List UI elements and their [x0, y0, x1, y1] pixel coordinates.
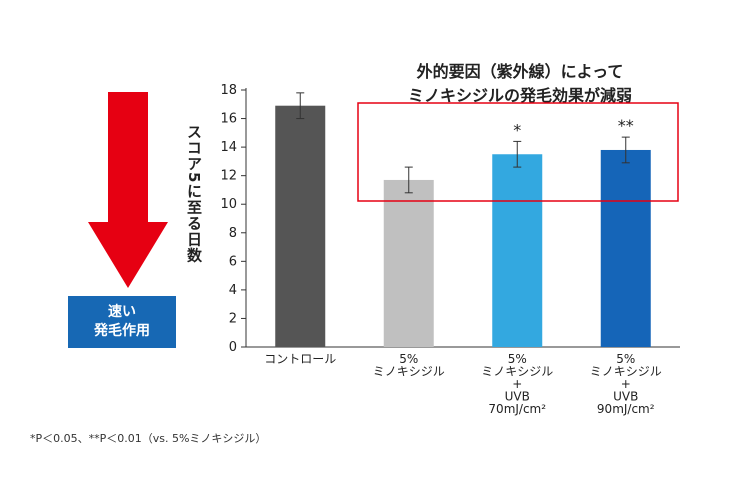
- x-tick-label: 5%: [616, 352, 635, 366]
- x-tick-label: コントロール: [264, 352, 336, 366]
- x-tick-label: ミノキシジル: [590, 365, 662, 379]
- badge-line-1: 速い: [108, 304, 136, 320]
- y-axis-label: スコア5に至る日数: [185, 124, 203, 264]
- significance-label: **: [618, 116, 634, 135]
- speed-arrow-icon: [88, 92, 168, 288]
- y-tick-label: 4: [229, 283, 237, 298]
- x-tick-label: ミノキシジル: [373, 365, 445, 379]
- y-tick-label: 16: [220, 112, 237, 127]
- y-tick-label: 12: [220, 169, 237, 184]
- footnote: *P＜0.05、**P＜0.01（vs. 5%ミノキシジル）: [30, 432, 267, 445]
- chart-title-line-2: ミノキシジルの発毛効果が減弱: [407, 86, 632, 105]
- y-tick-label: 6: [229, 254, 237, 269]
- x-tick-label: UVB: [505, 390, 530, 404]
- y-tick-label: 0: [229, 340, 237, 355]
- x-tick-label: ミノキシジル: [481, 365, 553, 379]
- x-tick-label: UVB: [613, 390, 638, 404]
- x-tick-label: 5%: [399, 352, 418, 366]
- y-tick-label: 10: [220, 197, 237, 212]
- left-panel: 速い 発毛作用: [0, 0, 200, 400]
- x-tick-label: 70mJ/cm²: [488, 402, 546, 416]
- bar: [275, 105, 326, 347]
- x-tick-label: +: [621, 377, 631, 391]
- y-tick-label: 14: [220, 140, 237, 155]
- x-tick-label: +: [512, 377, 522, 391]
- x-tick-label: 5%: [508, 352, 527, 366]
- y-tick-label: 8: [229, 226, 237, 241]
- significance-label: *: [513, 120, 521, 139]
- bar: [492, 154, 543, 347]
- bar: [383, 179, 434, 347]
- bar: [600, 149, 651, 347]
- y-tick-label: 2: [229, 311, 237, 326]
- badge-line-2: 発毛作用: [94, 323, 150, 339]
- x-tick-label: 90mJ/cm²: [597, 402, 655, 416]
- chart-title: 外的要因（紫外線）によって ミノキシジルの発毛効果が減弱: [360, 60, 680, 108]
- chart-title-line-1: 外的要因（紫外線）によって: [416, 62, 624, 81]
- fast-hair-growth-badge: 速い 発毛作用: [68, 296, 176, 348]
- y-tick-label: 18: [220, 83, 237, 98]
- highlight-box: [357, 102, 679, 202]
